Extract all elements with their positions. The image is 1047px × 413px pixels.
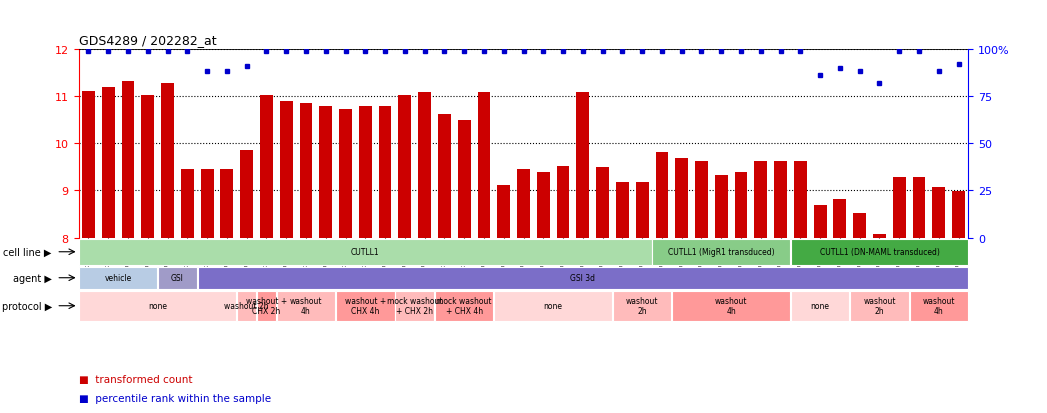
Text: none: none — [543, 301, 562, 311]
Bar — [497, 185, 510, 238]
Bar — [893, 178, 906, 238]
Text: none: none — [810, 301, 829, 311]
Bar — [221, 170, 233, 238]
Bar — [952, 192, 965, 238]
Bar — [257, 291, 276, 321]
Bar — [399, 96, 411, 238]
Bar — [299, 104, 312, 238]
Text: CUTLL1: CUTLL1 — [351, 248, 380, 256]
Text: washout
4h: washout 4h — [290, 297, 322, 315]
Text: CUTLL1 (DN-MAML transduced): CUTLL1 (DN-MAML transduced) — [820, 248, 939, 256]
Bar — [141, 96, 154, 238]
Text: CUTLL1 (MigR1 transduced): CUTLL1 (MigR1 transduced) — [668, 248, 775, 256]
Bar — [774, 161, 787, 238]
Bar — [715, 176, 728, 238]
Bar — [577, 93, 589, 238]
Bar — [418, 93, 431, 238]
Bar — [79, 267, 157, 289]
Bar — [82, 92, 95, 238]
Text: agent ▶: agent ▶ — [13, 273, 51, 283]
Bar — [735, 173, 748, 238]
Bar — [336, 291, 395, 321]
Bar — [438, 114, 451, 238]
Bar — [79, 291, 237, 321]
Text: cell line ▶: cell line ▶ — [3, 247, 51, 257]
Bar — [672, 291, 790, 321]
Bar — [494, 291, 612, 321]
Text: washout
2h: washout 2h — [863, 297, 896, 315]
Text: GSI 3d: GSI 3d — [571, 273, 596, 282]
Bar — [695, 161, 708, 238]
Text: washout +
CHX 4h: washout + CHX 4h — [344, 297, 386, 315]
Text: none: none — [148, 301, 168, 311]
Bar — [794, 161, 807, 238]
Bar — [396, 291, 435, 321]
Bar — [458, 121, 470, 238]
Bar — [850, 291, 909, 321]
Bar — [910, 291, 968, 321]
Bar — [616, 183, 629, 238]
Text: mock washout
+ CHX 4h: mock washout + CHX 4h — [437, 297, 492, 315]
Text: washout 2h: washout 2h — [224, 301, 269, 311]
Bar — [198, 267, 968, 289]
Bar — [790, 291, 849, 321]
Bar — [237, 291, 257, 321]
Bar — [158, 267, 197, 289]
Bar — [240, 151, 253, 238]
Bar — [339, 110, 352, 238]
Bar — [755, 161, 767, 238]
Bar — [79, 239, 651, 265]
Bar — [201, 170, 214, 238]
Bar — [655, 152, 668, 238]
Bar — [359, 107, 372, 238]
Text: washout
4h: washout 4h — [715, 297, 748, 315]
Bar — [379, 107, 392, 238]
Bar — [913, 178, 926, 238]
Bar — [121, 82, 134, 238]
Bar — [477, 93, 490, 238]
Bar — [161, 83, 174, 238]
Text: mock washout
+ CHX 2h: mock washout + CHX 2h — [387, 297, 443, 315]
Bar — [853, 214, 866, 238]
Bar — [933, 187, 945, 238]
Text: GDS4289 / 202282_at: GDS4289 / 202282_at — [79, 34, 216, 47]
Text: ■  transformed count: ■ transformed count — [79, 374, 192, 384]
Text: GSI: GSI — [171, 273, 184, 282]
Text: vehicle: vehicle — [105, 273, 132, 282]
Bar — [557, 166, 570, 238]
Bar — [517, 170, 530, 238]
Bar — [280, 101, 292, 238]
Text: ■  percentile rank within the sample: ■ percentile rank within the sample — [79, 393, 271, 403]
Bar — [181, 170, 194, 238]
Bar — [102, 88, 114, 238]
Text: washout
2h: washout 2h — [626, 297, 659, 315]
Bar — [790, 239, 968, 265]
Bar — [636, 183, 648, 238]
Bar — [276, 291, 335, 321]
Bar — [675, 159, 688, 238]
Bar — [873, 234, 886, 238]
Bar — [652, 239, 790, 265]
Bar — [319, 107, 332, 238]
Bar — [260, 96, 273, 238]
Bar — [435, 291, 493, 321]
Text: washout +
CHX 2h: washout + CHX 2h — [246, 297, 287, 315]
Bar — [833, 199, 846, 238]
Bar — [537, 173, 550, 238]
Bar — [596, 167, 609, 238]
Text: washout
4h: washout 4h — [922, 297, 955, 315]
Bar — [612, 291, 671, 321]
Bar — [814, 206, 826, 238]
Text: protocol ▶: protocol ▶ — [2, 301, 51, 311]
